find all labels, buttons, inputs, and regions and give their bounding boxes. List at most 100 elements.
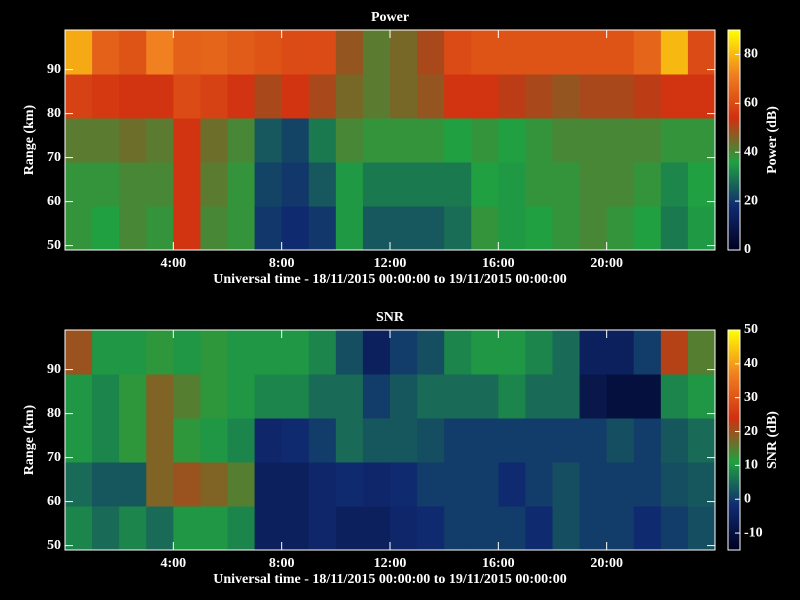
heatmap-cell <box>65 74 93 119</box>
heatmap-cell <box>498 162 526 207</box>
heatmap-cell <box>471 462 499 507</box>
heatmap-cell <box>227 30 256 75</box>
heatmap-cell <box>633 118 662 163</box>
heatmap-cell <box>498 30 526 75</box>
heatmap-cell <box>227 374 256 419</box>
heatmap-cell <box>308 74 337 119</box>
heatmap-cell <box>552 418 581 463</box>
colorbar-tick-label: 20 <box>744 193 758 208</box>
heatmap-cell <box>254 118 283 163</box>
heatmap-cell <box>173 462 201 507</box>
heatmap-cell <box>362 206 391 251</box>
heatmap-cell <box>146 418 174 463</box>
heatmap-cell <box>254 74 283 119</box>
heatmap-cell <box>227 462 256 507</box>
heatmap-cell <box>173 206 201 251</box>
heatmap-cell <box>660 30 689 75</box>
heatmap-cell <box>146 506 174 551</box>
heatmap-cell <box>444 74 472 119</box>
heatmap-cell <box>498 118 526 163</box>
heatmap-cell <box>254 330 283 375</box>
heatmap-cell <box>660 162 689 207</box>
heatmap-cell <box>308 374 337 419</box>
heatmap-cell <box>417 330 445 375</box>
heatmap-cell <box>362 118 391 163</box>
heatmap-cell <box>498 330 526 375</box>
heatmap-cell <box>444 30 472 75</box>
heatmap-cell <box>362 418 391 463</box>
heatmap-cell <box>146 30 174 75</box>
heatmap-cell <box>308 30 337 75</box>
heatmap-cell <box>173 74 201 119</box>
heatmap-cell <box>200 162 228 207</box>
heatmap-cell <box>552 74 581 119</box>
heatmap-cell <box>119 374 147 419</box>
heatmap-cell <box>498 74 526 119</box>
heatmap-cell <box>362 162 391 207</box>
heatmap-cell <box>335 74 364 119</box>
y-tick-label: 50 <box>47 538 61 553</box>
heatmap-cell <box>308 330 337 375</box>
heatmap-cell <box>579 374 608 419</box>
heatmap-cell <box>308 506 337 551</box>
heatmap-cell <box>200 418 228 463</box>
heatmap-cell <box>660 206 689 251</box>
x-tick-label: 16:00 <box>482 556 515 571</box>
heatmap-cell <box>417 206 445 251</box>
heatmap-cell <box>173 418 201 463</box>
heatmap-cell <box>444 118 472 163</box>
heatmap-cell <box>552 330 581 375</box>
heatmap-cell <box>633 330 662 375</box>
colorbar-tick-label: 60 <box>744 96 758 111</box>
heatmap-cell <box>92 74 120 119</box>
heatmap-cell <box>471 330 499 375</box>
y-tick-label: 60 <box>47 194 61 209</box>
heatmap-cell <box>687 206 716 251</box>
heatmap-cell <box>362 330 391 375</box>
heatmap-cell <box>552 30 581 75</box>
heatmap-cell <box>687 330 716 375</box>
heatmap-cell <box>687 506 716 551</box>
heatmap-cell <box>525 206 553 251</box>
x-axis-label: Universal time - 18/11/2015 00:00:00 to … <box>213 572 566 587</box>
chart-title: SNR <box>376 310 405 325</box>
colorbar-tick-label: 0 <box>744 491 751 506</box>
heatmap-cell <box>308 162 337 207</box>
heatmap-cell <box>173 374 201 419</box>
x-tick-label: 8:00 <box>269 556 295 571</box>
heatmap-cell <box>281 162 310 207</box>
heatmap-cell <box>552 162 581 207</box>
heatmap-cell <box>471 374 499 419</box>
heatmap-cell <box>335 418 364 463</box>
heatmap-cell <box>579 462 608 507</box>
heatmap-cell <box>335 118 364 163</box>
heatmap-cell <box>200 506 228 551</box>
heatmap-cell <box>335 462 364 507</box>
heatmap-cell <box>308 462 337 507</box>
heatmap-cell <box>119 506 147 551</box>
heatmap-cell <box>552 118 581 163</box>
heatmap-cell <box>119 418 147 463</box>
colorbar-tick-label: 20 <box>744 424 758 439</box>
heatmap-cell <box>498 462 526 507</box>
heatmap-cell <box>660 74 689 119</box>
heatmap-cell <box>308 206 337 251</box>
heatmap-cell <box>633 206 662 251</box>
heatmap-cell <box>65 30 93 75</box>
heatmap-cell <box>227 206 256 251</box>
heatmap-cell <box>633 74 662 119</box>
heatmap-cell <box>200 206 228 251</box>
heatmap-cell <box>525 462 553 507</box>
heatmap-cell <box>390 374 418 419</box>
heatmap-cell <box>471 118 499 163</box>
heatmap-cell <box>281 30 310 75</box>
heatmap-cell <box>390 462 418 507</box>
heatmap-cell <box>525 162 553 207</box>
heatmap-cell <box>417 74 445 119</box>
heatmap-cell <box>417 462 445 507</box>
heatmap-cell <box>200 374 228 419</box>
heatmap-cell <box>417 162 445 207</box>
heatmap-cell <box>308 118 337 163</box>
heatmap-cell <box>65 506 93 551</box>
